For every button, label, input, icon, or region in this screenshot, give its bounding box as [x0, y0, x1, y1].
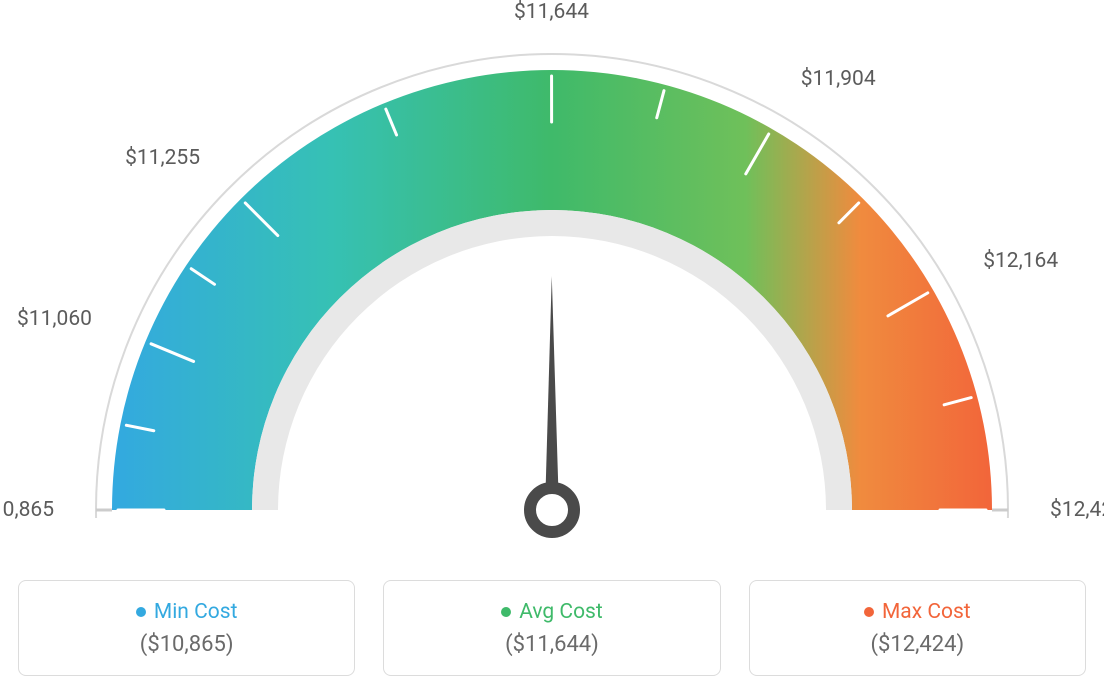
legend-label-min: Min Cost — [154, 600, 238, 624]
legend-value-max: ($12,424) — [870, 632, 964, 657]
legend-card-avg: Avg Cost ($11,644) — [383, 580, 720, 676]
legend-value-avg: ($11,644) — [505, 632, 599, 657]
legend-card-min: Min Cost ($10,865) — [18, 580, 355, 676]
gauge-tick-label: $11,060 — [2, 307, 92, 331]
legend-dot-min — [136, 607, 146, 617]
gauge-tick-label: $12,164 — [983, 249, 1058, 273]
legend-dot-max — [864, 607, 874, 617]
gauge-chart — [0, 30, 1104, 570]
legend-value-min: ($10,865) — [140, 632, 234, 657]
gauge-tick-label: $11,904 — [801, 67, 876, 91]
legend-top: Min Cost — [136, 600, 238, 624]
gauge-tick-label: $12,424 — [1050, 498, 1104, 522]
legend-card-max: Max Cost ($12,424) — [749, 580, 1086, 676]
legend-top: Avg Cost — [501, 600, 603, 624]
gauge-tick-label: $11,255 — [110, 146, 200, 170]
legend-dot-avg — [501, 607, 511, 617]
gauge-container: $10,865 $11,060 $11,255 $11,644 $11,904 $12,1… — [0, 0, 1104, 560]
legend-top: Max Cost — [864, 600, 971, 624]
gauge-tick-label: $11,644 — [506, 0, 596, 24]
legend-label-max: Max Cost — [882, 600, 971, 624]
legend-label-avg: Avg Cost — [519, 600, 603, 624]
legend-row: Min Cost ($10,865) Avg Cost ($11,644) Ma… — [0, 580, 1104, 676]
gauge-tick-label: $10,865 — [0, 498, 54, 522]
